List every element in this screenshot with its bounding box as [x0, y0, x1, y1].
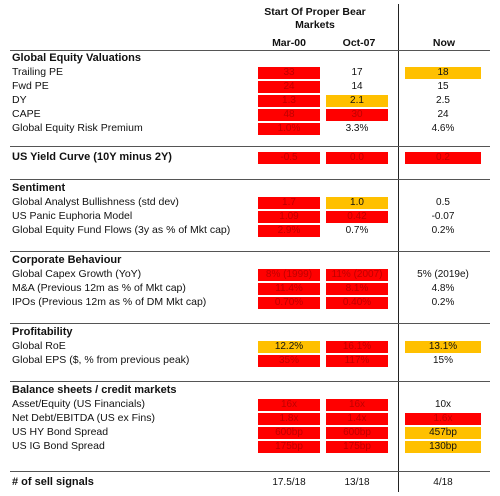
row-label: US Panic Euphoria Model — [12, 210, 133, 222]
value-cell: 24 — [258, 81, 320, 93]
section-title: # of sell signals — [12, 476, 94, 488]
section-separator — [10, 251, 490, 252]
row-label: CAPE — [12, 108, 41, 120]
value-cell: 2.1 — [326, 95, 388, 107]
section-title: US Yield Curve (10Y minus 2Y) — [12, 151, 172, 163]
value-cell: 1.8x — [258, 413, 320, 425]
value-cell: 4.8% — [431, 283, 455, 294]
value-cell: 0.70% — [258, 297, 320, 309]
value-cell: 4.6% — [431, 123, 455, 134]
section-separator — [10, 381, 490, 382]
col-header-mar00: Mar-00 — [272, 37, 306, 49]
value-cell: 1.09 — [258, 211, 320, 223]
value-cell: 0.2 — [405, 152, 481, 164]
row-label: Net Debt/EBITDA (US ex Fins) — [12, 412, 155, 424]
section-separator — [10, 146, 490, 147]
value-cell: 10x — [434, 399, 452, 410]
value-cell: 16.1% — [326, 341, 388, 353]
value-cell: 600bp — [258, 427, 320, 439]
value-cell: 1.0 — [326, 197, 388, 209]
section-separator — [10, 50, 490, 51]
row-label: Fwd PE — [12, 80, 49, 92]
value-cell: -0.07 — [431, 211, 455, 222]
value-cell: 5% (2019e) — [417, 269, 469, 280]
section-separator — [10, 323, 490, 324]
section-separator — [10, 179, 490, 180]
row-label: Global Analyst Bullishness (std dev) — [12, 196, 179, 208]
value-cell: 30 — [326, 109, 388, 121]
value-cell: 1.6x — [405, 413, 481, 425]
value-cell: 16x — [258, 399, 320, 411]
row-label: Global Capex Growth (YoY) — [12, 268, 142, 280]
value-cell: 0.7% — [345, 225, 369, 236]
column-divider — [398, 4, 399, 492]
value-cell: 13/18 — [344, 477, 370, 488]
value-cell: 12.2% — [258, 341, 320, 353]
value-cell: 0.40% — [326, 297, 388, 309]
row-label: Global RoE — [12, 340, 66, 352]
value-cell: 8.1% — [326, 283, 388, 295]
value-cell: 35% — [258, 355, 320, 367]
value-cell: 18 — [405, 67, 481, 79]
value-cell: 0.42 — [326, 211, 388, 223]
section-title: Global Equity Valuations — [12, 52, 141, 64]
value-cell: 600bp — [326, 427, 388, 439]
value-cell: 24 — [437, 109, 449, 120]
col-header-oct07: Oct-07 — [342, 37, 376, 49]
value-cell: 1.0% — [258, 123, 320, 135]
row-label: Global Equity Risk Premium — [12, 122, 143, 134]
value-cell: 11% (2007) — [326, 269, 388, 281]
value-cell: 0.2% — [431, 225, 455, 236]
row-label: US IG Bond Spread — [12, 440, 105, 452]
row-label: Asset/Equity (US Financials) — [12, 398, 146, 410]
value-cell: 175bp — [326, 441, 388, 453]
value-cell: 11.4% — [258, 283, 320, 295]
value-cell: 15% — [432, 355, 453, 366]
value-cell: 15 — [437, 81, 449, 92]
value-cell: 1.4x — [326, 413, 388, 425]
section-title: Profitability — [12, 326, 73, 338]
value-cell: 33 — [258, 67, 320, 79]
value-cell: 2.5 — [436, 95, 450, 106]
value-cell: 130bp — [405, 441, 481, 453]
header-title-line1: Start Of Proper Bear — [264, 6, 366, 18]
value-cell: 0.0 — [326, 152, 388, 164]
row-label: IPOs (Previous 12m as % of DM Mkt cap) — [12, 296, 207, 308]
value-cell: 0.5 — [436, 197, 450, 208]
value-cell: 17.5/18 — [272, 477, 306, 488]
value-cell: 3.3% — [345, 123, 369, 134]
row-label: US HY Bond Spread — [12, 426, 109, 438]
value-cell: 13.1% — [405, 341, 481, 353]
value-cell: 48 — [258, 109, 320, 121]
value-cell: 1.7 — [258, 197, 320, 209]
value-cell: 4/18 — [433, 477, 453, 488]
value-cell: 8% (1999) — [258, 269, 320, 281]
value-cell: 17 — [351, 67, 363, 78]
value-cell: 16x — [326, 399, 388, 411]
row-label: Global Equity Fund Flows (3y as % of Mkt… — [12, 224, 231, 236]
value-cell: 14 — [351, 81, 363, 92]
value-cell: 0.2% — [431, 297, 455, 308]
value-cell: 1.3 — [258, 95, 320, 107]
value-cell: 2.9% — [258, 225, 320, 237]
header-title: Start Of Proper Bear Markets — [240, 6, 390, 32]
value-cell: 117% — [326, 355, 388, 367]
row-label: M&A (Previous 12m as % of Mkt cap) — [12, 282, 186, 294]
value-cell: 175bp — [258, 441, 320, 453]
row-label: Global EPS ($, % from previous peak) — [12, 354, 190, 366]
section-title: Balance sheets / credit markets — [12, 384, 177, 396]
value-cell: 457bp — [405, 427, 481, 439]
section-separator — [10, 471, 490, 472]
header-title-line2: Markets — [295, 19, 335, 31]
section-title: Corporate Behaviour — [12, 254, 122, 266]
col-header-now: Now — [432, 37, 456, 49]
value-cell: -0.5 — [258, 152, 320, 164]
row-label: Trailing PE — [12, 66, 63, 78]
row-label: DY — [12, 94, 27, 106]
section-title: Sentiment — [12, 182, 66, 194]
